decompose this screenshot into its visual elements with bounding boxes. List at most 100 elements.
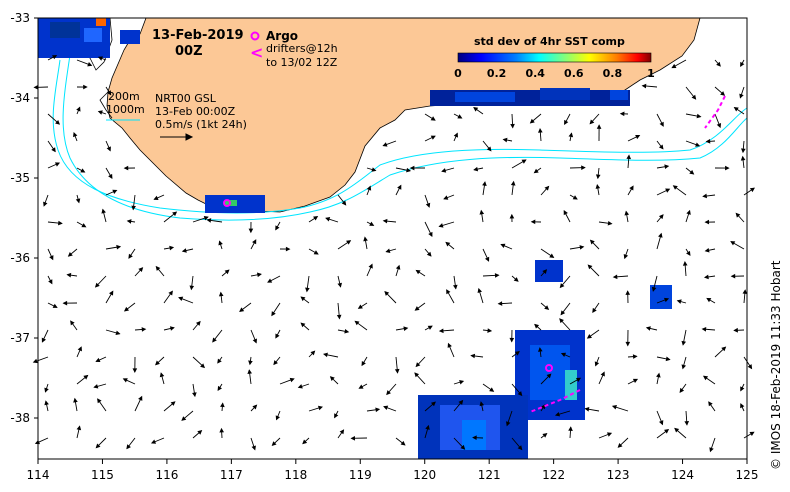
current-arrow-head bbox=[425, 424, 430, 430]
current-arrow-head bbox=[219, 427, 225, 433]
current-arrow-head bbox=[658, 420, 664, 426]
current-arrow-head bbox=[197, 429, 203, 435]
current-arrow-head bbox=[77, 346, 82, 352]
current-arrow-head bbox=[546, 373, 552, 379]
current-arrow-head bbox=[322, 352, 328, 358]
x-tick-label: 120 bbox=[413, 468, 436, 482]
current-arrow-head bbox=[95, 443, 101, 449]
current-arrow-head bbox=[428, 231, 433, 238]
current-arrow-head bbox=[251, 445, 256, 451]
current-arrow-head bbox=[544, 185, 550, 191]
current-arrow-head bbox=[126, 219, 132, 224]
current-arrow-head bbox=[62, 300, 68, 306]
current-arrow-head bbox=[400, 440, 406, 446]
current-arrow-head bbox=[600, 371, 605, 377]
current-arrow-head bbox=[285, 246, 291, 252]
current-arrow-head bbox=[664, 428, 670, 434]
current-arrow-head bbox=[544, 305, 550, 310]
current-arrow-head bbox=[691, 94, 697, 100]
legend: Argo < drifters@12h to 13/02 12Z bbox=[250, 29, 338, 69]
current-arrow-head bbox=[300, 296, 306, 302]
current-arrow-head bbox=[275, 225, 280, 231]
current-arrow-head bbox=[626, 154, 632, 160]
current-arrow-head bbox=[472, 435, 477, 441]
current-arrow-head bbox=[217, 358, 222, 364]
x-tick-label: 118 bbox=[284, 468, 307, 482]
current-arrow-head bbox=[181, 248, 187, 253]
current-arrow-head bbox=[742, 289, 748, 294]
current-arrow-head bbox=[530, 219, 536, 225]
current-arrow-head bbox=[150, 439, 157, 444]
current-arrow-head bbox=[611, 405, 617, 410]
current-arrow-head bbox=[123, 306, 130, 312]
current-arrow-head bbox=[239, 307, 245, 312]
current-arrow-head bbox=[212, 337, 217, 343]
current-arrow-head bbox=[247, 369, 252, 375]
current-arrow-head bbox=[619, 111, 625, 117]
header-time: 00Z bbox=[175, 44, 203, 59]
current-arrow-head bbox=[51, 147, 56, 153]
current-arrow-head bbox=[721, 346, 727, 352]
current-arrow-head bbox=[346, 240, 352, 245]
current-arrow-head bbox=[458, 399, 464, 405]
current-arrow-head bbox=[487, 328, 493, 333]
current-arrow-head bbox=[252, 239, 257, 245]
current-arrow-head bbox=[52, 55, 58, 60]
current-arrow-head bbox=[172, 211, 178, 217]
current-arrow-head bbox=[384, 290, 390, 296]
current-arrow-head bbox=[371, 167, 377, 172]
current-arrow-head bbox=[612, 274, 618, 280]
colorbar-title: std dev of 4hr SST comp bbox=[474, 35, 625, 48]
current-arrow-head bbox=[430, 135, 436, 140]
current-arrow-head bbox=[537, 347, 543, 352]
current-arrow-head bbox=[632, 354, 638, 359]
current-arrow-head bbox=[568, 132, 574, 138]
current-arrow-head bbox=[479, 209, 485, 215]
current-arrow-head bbox=[153, 195, 159, 200]
current-arrow-head bbox=[358, 384, 364, 389]
current-arrow-head bbox=[689, 169, 695, 175]
current-arrow-head bbox=[659, 121, 664, 127]
current-arrow-head bbox=[542, 269, 548, 275]
current-arrow-head bbox=[414, 306, 420, 311]
current-arrow-head bbox=[594, 361, 600, 367]
current-arrow-head bbox=[350, 435, 356, 441]
coastline-inner bbox=[99, 91, 113, 119]
drifter-label-1: drifters@12h bbox=[266, 42, 338, 55]
current-arrow-head bbox=[313, 216, 319, 221]
current-arrow-head bbox=[514, 351, 520, 356]
current-arrow-head bbox=[267, 278, 273, 283]
current-arrow-head bbox=[339, 429, 345, 435]
current-arrow-head bbox=[169, 326, 175, 331]
y-tick-label: -36 bbox=[10, 251, 30, 265]
current-arrow-head bbox=[702, 193, 708, 199]
y-tick-label: -37 bbox=[10, 331, 30, 345]
current-arrow-head bbox=[656, 372, 661, 378]
current-arrow-head bbox=[67, 252, 73, 257]
current-source: NRT00 GSL bbox=[155, 92, 217, 105]
current-arrow-head bbox=[740, 61, 745, 67]
current-arrow-head bbox=[510, 123, 515, 129]
current-arrow-head bbox=[453, 132, 458, 138]
current-arrow-head bbox=[592, 307, 597, 313]
current-arrow-head bbox=[44, 387, 49, 393]
current-arrow-head bbox=[106, 90, 112, 96]
current-arrow-head bbox=[484, 256, 490, 262]
argo-floats bbox=[223, 199, 553, 372]
current-arrow-head bbox=[383, 405, 389, 410]
current-arrow-head bbox=[708, 401, 713, 407]
current-arrow-head bbox=[473, 107, 479, 112]
current-arrow-head bbox=[112, 189, 118, 194]
current-arrow-head bbox=[470, 353, 476, 359]
current-arrow-head bbox=[623, 254, 629, 260]
current-arrow-head bbox=[382, 142, 388, 147]
current-arrow-head bbox=[686, 209, 691, 215]
current-arrow-head bbox=[447, 342, 452, 348]
current-arrow-head bbox=[665, 356, 671, 362]
x-tick-label: 122 bbox=[542, 468, 565, 482]
current-arrow-head bbox=[624, 210, 630, 216]
current-arrow-head bbox=[477, 287, 483, 293]
current-arrow-head bbox=[586, 334, 592, 339]
current-arrow-head bbox=[509, 337, 515, 343]
current-arrow-head bbox=[138, 395, 143, 401]
